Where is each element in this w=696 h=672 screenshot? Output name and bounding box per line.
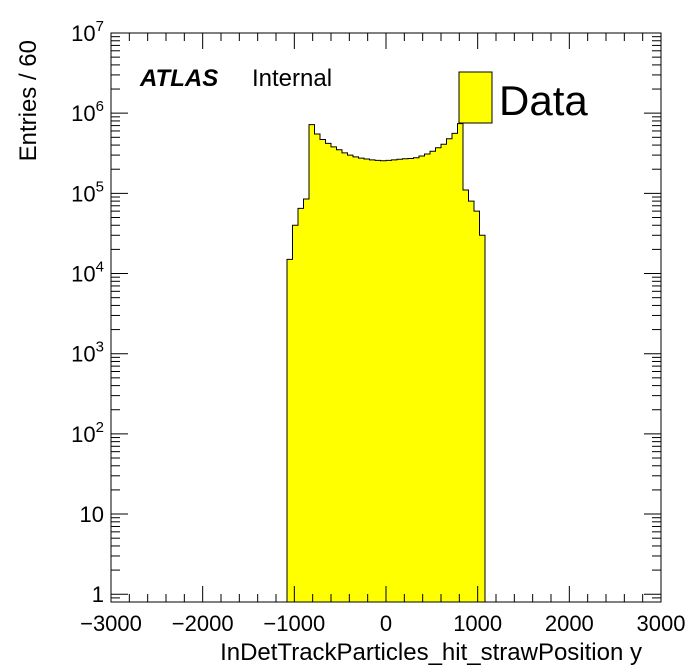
x-axis-title: InDetTrackParticles_hit_strawPosition y [220,639,642,666]
hist-bin-34 [474,211,480,602]
x-tick-label-1: −2000 [172,611,234,636]
hist-bin-22 [408,158,414,603]
y-tick-label-6: 106 [71,98,104,126]
x-tick-label-6: 3000 [637,611,686,636]
hist-bin-4 [309,124,315,603]
hist-bin-6 [320,139,326,603]
hist-bin-18 [386,160,392,603]
y-tick-label-7: 107 [71,18,104,46]
hist-bin-13 [358,158,364,602]
hist-bin-30 [452,133,458,603]
y-tick-label-4: 104 [71,259,104,287]
hist-bin-8 [331,146,337,603]
atlas-label-internal: Internal [252,65,332,92]
hist-bin-23 [413,157,419,602]
hist-bin-33 [468,201,474,602]
hist-bin-27 [435,147,441,603]
hist-bin-12 [353,156,359,602]
y-tick-label-0: 1 [92,582,104,607]
x-tick-label-2: −1000 [263,611,325,636]
hist-bin-11 [347,155,353,602]
hist-bin-24 [419,156,425,602]
y-tick-label-5: 105 [71,178,104,206]
x-tick-label-4: 1000 [453,611,502,636]
hist-bin-5 [314,133,320,602]
hist-bin-9 [336,149,342,603]
hist-bin-31 [457,123,463,602]
hist-bin-0 [287,259,293,602]
hist-bin-32 [463,190,469,603]
legend-swatch-data [458,71,493,124]
legend: Data [458,71,588,124]
y-tick-label-2: 102 [71,419,104,447]
hist-outline [286,123,486,602]
x-tick-label-0: −3000 [80,611,142,636]
x-tick-label-3: 0 [380,611,392,636]
x-tick-label-5: 2000 [545,611,594,636]
hist-bin-26 [430,151,436,602]
hist-bin-21 [402,158,408,602]
hist-bin-25 [424,153,430,603]
hist-bin-14 [364,159,370,602]
hist-bin-3 [303,199,309,602]
hist-bin-15 [369,159,375,603]
y-tick-label-3: 103 [71,339,104,367]
hist-bin-17 [380,160,386,602]
hist-bin-20 [397,159,403,603]
y-tick-label-1: 10 [80,502,104,527]
hist-bin-1 [292,225,298,603]
hist-bin-35 [479,235,485,602]
hist-bin-2 [298,208,304,602]
plot-frame [110,32,662,603]
y-axis-title: Entries / 60 [15,40,42,161]
hist-bin-16 [375,160,381,603]
hist-bin-19 [391,159,397,603]
histogram-bars [286,123,486,603]
hist-bin-10 [342,152,348,602]
atlas-label: ATLAS Internal [139,65,332,92]
atlas-label-bold: ATLAS [139,65,218,92]
legend-label-data: Data [499,77,588,124]
hist-bin-7 [325,143,331,602]
hist-bin-29 [446,138,452,602]
axes: −3000 −2000 −1000 0 1000 2000 3000 1 10 102 103 104… [71,18,685,636]
hist-bin-28 [441,144,447,603]
